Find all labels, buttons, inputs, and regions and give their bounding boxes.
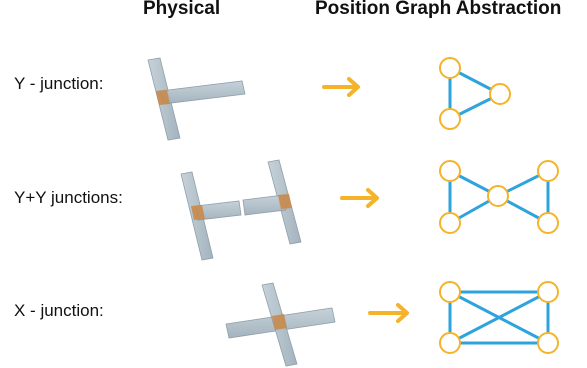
- graph-node: [537, 332, 559, 354]
- graph-node: [537, 160, 559, 182]
- graph-node: [487, 185, 509, 207]
- graph-y-junction: [439, 57, 511, 130]
- nanowire-horizontal-right: [242, 194, 287, 216]
- graph-node: [439, 160, 461, 182]
- junction-block: [156, 90, 170, 105]
- graph-node: [439, 212, 461, 234]
- junction-block-right: [278, 194, 292, 209]
- graph-node: [439, 332, 461, 354]
- graph-node: [489, 83, 511, 105]
- junction-block-left: [191, 205, 205, 220]
- arrow-row-1: [322, 77, 360, 97]
- graph-node: [537, 212, 559, 234]
- row-label-x-junction: X - junction:: [14, 301, 104, 320]
- row-label-yy-junctions: Y+Y junctions:: [14, 188, 123, 207]
- graph-node: [439, 108, 461, 130]
- graph-x-junction: [439, 281, 559, 354]
- graph-yy-junctions: [439, 160, 559, 234]
- graph-node: [439, 281, 461, 303]
- graph-edge: [449, 290, 549, 345]
- graph-node: [537, 281, 559, 303]
- physical-yy-junctions: [180, 159, 302, 261]
- arrow-row-2: [340, 188, 379, 208]
- abstraction-header: Position Graph Abstraction: [315, 0, 562, 19]
- nanowire-horizontal: [159, 80, 246, 105]
- graph-node: [439, 57, 461, 79]
- physical-header: Physical: [143, 0, 221, 19]
- row-label-y-junction: Y - junction:: [14, 74, 104, 93]
- physical-x-junction: [225, 282, 336, 367]
- junction-block: [272, 314, 287, 330]
- arrow-row-3: [368, 303, 409, 323]
- physical-y-junction: [147, 57, 246, 141]
